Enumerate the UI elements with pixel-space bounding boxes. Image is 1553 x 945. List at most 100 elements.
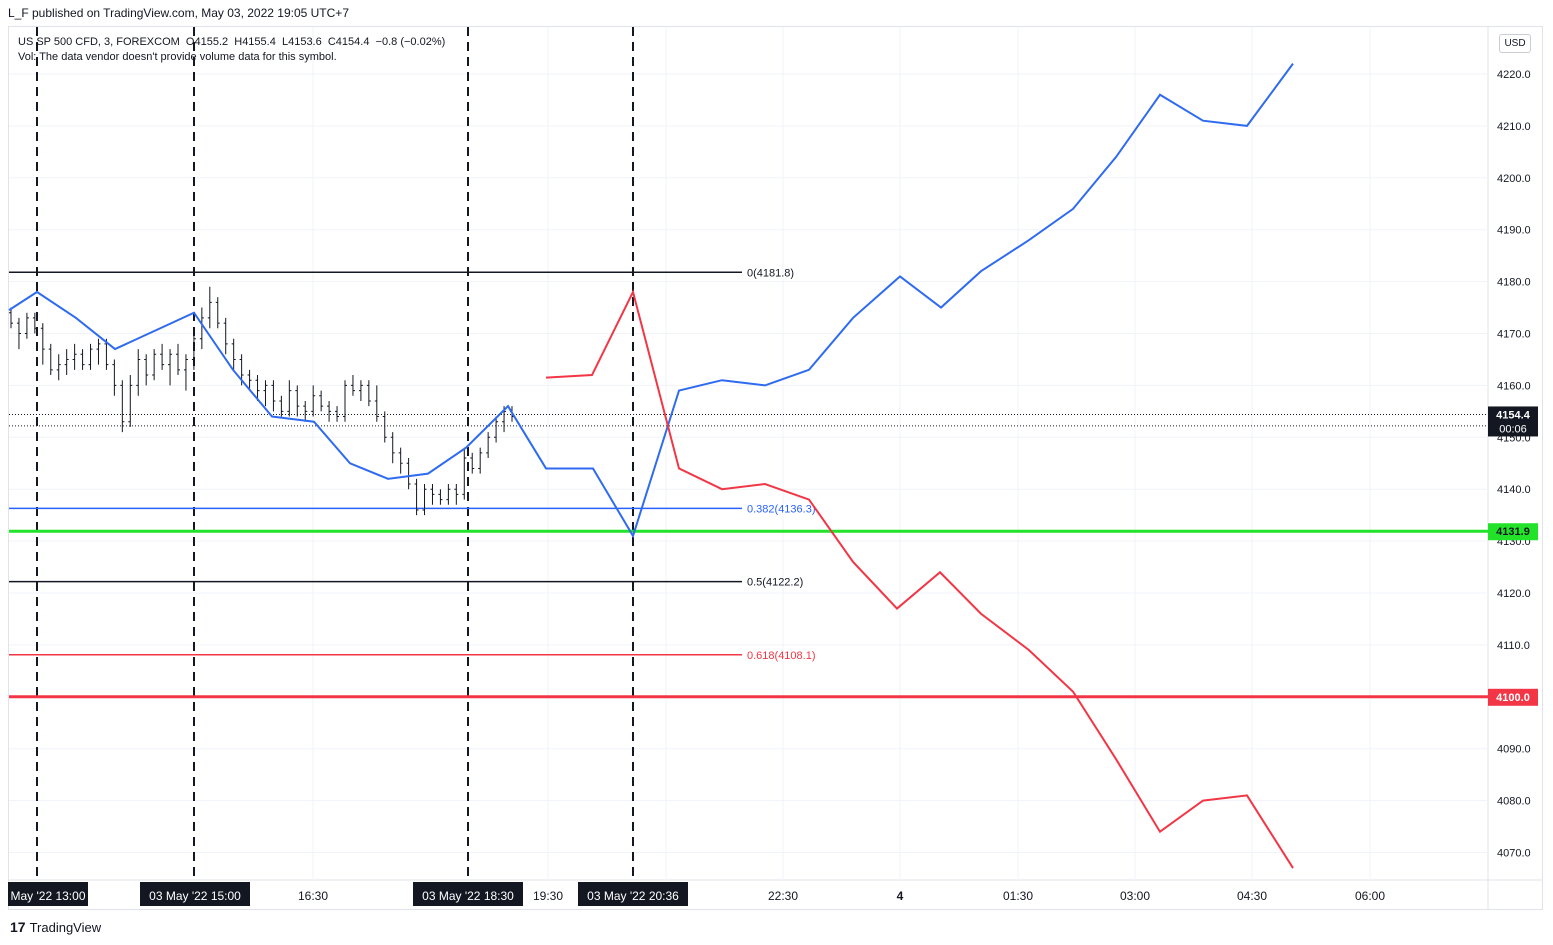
- candle-bar: [406, 458, 411, 490]
- candle-bar: [152, 349, 157, 381]
- tradingview-logo-icon: 17: [10, 919, 26, 935]
- candle-bar: [207, 286, 212, 329]
- symbol-legend: US SP 500 CFD, 3, FOREXCOM O4155.2 H4155…: [18, 35, 445, 65]
- current-price-label: 4154.4: [1496, 409, 1531, 421]
- price-tick-label: 4220.0: [1497, 69, 1531, 81]
- legend-change: −0.8 (−0.02%): [375, 36, 446, 48]
- red-level-price-label: 4100.0: [1496, 692, 1530, 704]
- time-highlight-label: May '22 13:00: [10, 889, 85, 903]
- price-tick-label: 4070.0: [1497, 848, 1531, 860]
- legend-volume-note: Vol: The data vendor doesn't provide vol…: [18, 51, 337, 63]
- time-tick-label: 19:30: [533, 889, 563, 903]
- candle-bar: [40, 323, 45, 365]
- time-highlight-label: 03 May '22 20:36: [587, 889, 679, 903]
- time-tick-label: 4: [897, 889, 904, 903]
- price-tick-label: 4160.0: [1497, 380, 1531, 392]
- candle-bar: [446, 484, 451, 505]
- candle-bar: [88, 343, 93, 370]
- red-level-price-label-box: [1488, 688, 1538, 706]
- current-price-box: [1488, 406, 1538, 437]
- candle-bar: [160, 343, 165, 370]
- time-highlight-label: 03 May '22 15:00: [149, 889, 241, 903]
- candle-bar: [48, 343, 53, 376]
- tradingview-branding[interactable]: 17 TradingView: [10, 919, 101, 935]
- candle-bar: [191, 328, 196, 370]
- candle-bar: [9, 307, 13, 329]
- candle-bar: [72, 343, 77, 370]
- candle-bar: [494, 416, 499, 443]
- time-highlight-box: [140, 882, 250, 906]
- legend-symbol[interactable]: US SP 500 CFD, 3, FOREXCOM: [18, 36, 180, 48]
- candle-bar: [255, 375, 260, 401]
- fib-level-label: 0.618(4108.1): [747, 650, 816, 662]
- candle-bar: [16, 317, 21, 350]
- price-tick-label: 4140.0: [1497, 484, 1531, 496]
- price-tick-label: 4090.0: [1497, 744, 1531, 756]
- tradingview-brand-name: TradingView: [29, 919, 102, 935]
- candle-bar: [56, 354, 61, 381]
- candle-bar: [136, 349, 141, 396]
- candle-bar: [303, 400, 308, 422]
- candle-bar: [144, 354, 149, 386]
- fib-level-label: 0(4181.8): [747, 267, 794, 279]
- price-tick-label: 4080.0: [1497, 796, 1531, 808]
- time-tick-label: 22:30: [768, 889, 798, 903]
- time-highlight-box: [8, 882, 88, 906]
- candle-bar: [382, 411, 387, 443]
- candle-bar: [279, 395, 284, 417]
- candle-bar: [366, 380, 371, 407]
- candle-bar: [430, 484, 435, 505]
- red-projection-line: [545, 289, 1294, 869]
- fib-level-label: 0.382(4136.3): [747, 503, 816, 515]
- time-highlight-box: [578, 882, 688, 906]
- candle-bar: [478, 447, 483, 474]
- candle-bar: [120, 380, 125, 433]
- legend-open: O4155.2: [185, 36, 229, 48]
- candle-bar: [470, 452, 475, 474]
- time-tick-label: 06:00: [1355, 889, 1385, 903]
- price-tick-label: 4110.0: [1497, 640, 1530, 652]
- chart-frame: [8, 26, 1543, 910]
- currency-button[interactable]: USD: [1499, 34, 1531, 53]
- candle-bar: [486, 432, 491, 459]
- candle-bar: [271, 380, 276, 412]
- published-header: L_F published on TradingView.com, May 03…: [8, 6, 349, 20]
- candle-bar: [358, 380, 363, 401]
- price-tick-label: 4200.0: [1497, 173, 1531, 185]
- price-tick-label: 4210.0: [1497, 121, 1531, 133]
- legend-low: L4153.6: [281, 36, 322, 48]
- candle-bar: [295, 385, 300, 417]
- price-tick-label: 4190.0: [1497, 225, 1531, 237]
- candle-bar: [80, 349, 85, 370]
- candle-bar: [231, 338, 236, 370]
- candle-bar: [422, 484, 427, 516]
- candle-bar: [311, 385, 316, 417]
- green-level-price-label-box: [1488, 523, 1538, 541]
- candle-bar: [96, 338, 101, 365]
- candle-bar: [32, 312, 37, 334]
- green-level-price-label: 4131.9: [1496, 526, 1530, 538]
- candle-bar: [335, 406, 340, 422]
- time-tick-label: 03:00: [1120, 889, 1150, 903]
- candle-bar: [319, 390, 324, 412]
- candle-bar: [247, 369, 252, 391]
- candle-bar: [104, 338, 109, 370]
- candle-bar: [462, 447, 467, 500]
- candle-bar: [287, 380, 292, 417]
- candle-bar: [112, 359, 117, 396]
- time-tick-label: 16:30: [298, 889, 328, 903]
- candle-bar: [438, 489, 443, 505]
- fib-level-label: 0.5(4122.2): [747, 577, 803, 589]
- candle-bar: [390, 432, 395, 464]
- price-tick-label: 4170.0: [1497, 329, 1531, 341]
- candle-bar: [176, 343, 180, 376]
- candle-bar: [343, 380, 347, 422]
- candle-bar: [327, 400, 332, 422]
- price-tick-label: 4120.0: [1497, 588, 1531, 600]
- countdown-label: 00:06: [1499, 423, 1527, 435]
- candle-bar: [374, 385, 379, 422]
- candle-bar: [168, 349, 173, 386]
- candle-bar: [64, 349, 69, 376]
- candle-bar: [414, 478, 419, 516]
